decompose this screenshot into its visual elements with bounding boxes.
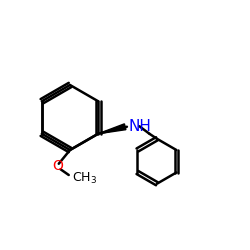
Text: NH: NH [128,119,151,134]
Text: O: O [52,159,63,173]
Polygon shape [98,124,126,134]
Text: CH$_3$: CH$_3$ [72,171,98,186]
